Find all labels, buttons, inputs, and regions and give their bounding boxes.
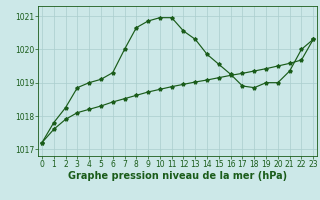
X-axis label: Graphe pression niveau de la mer (hPa): Graphe pression niveau de la mer (hPa)	[68, 171, 287, 181]
